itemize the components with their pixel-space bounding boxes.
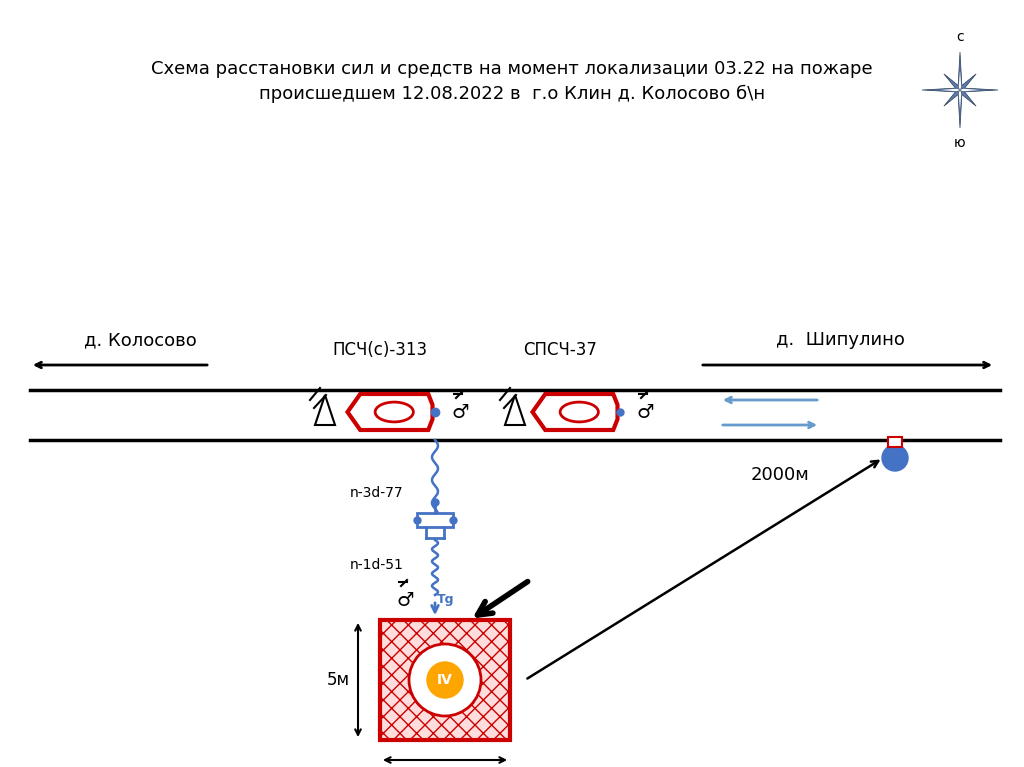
Polygon shape xyxy=(532,394,617,430)
Polygon shape xyxy=(961,88,998,92)
Bar xyxy=(417,513,453,527)
Polygon shape xyxy=(961,74,976,90)
Polygon shape xyxy=(941,89,961,91)
Polygon shape xyxy=(347,394,432,430)
Bar xyxy=(888,437,902,447)
Text: ю: ю xyxy=(954,136,966,150)
Text: Схема расстановки сил и средств на момент локализации 03.22 на пожаре
происшедше: Схема расстановки сил и средств на момен… xyxy=(152,60,872,104)
Polygon shape xyxy=(961,90,976,106)
Polygon shape xyxy=(944,90,961,106)
Polygon shape xyxy=(958,52,962,90)
Polygon shape xyxy=(958,71,962,90)
Text: д.  Шипулино: д. Шипулино xyxy=(775,331,904,349)
Circle shape xyxy=(882,445,908,471)
Polygon shape xyxy=(958,90,962,128)
Text: д. Колосово: д. Колосово xyxy=(84,331,197,349)
Polygon shape xyxy=(961,89,979,91)
Text: с: с xyxy=(956,30,964,44)
Text: n-3d-77: n-3d-77 xyxy=(350,486,403,500)
Circle shape xyxy=(409,644,481,716)
Polygon shape xyxy=(505,395,525,425)
Text: 2000м: 2000м xyxy=(751,466,809,484)
Text: ПСЧ(с)-313: ПСЧ(с)-313 xyxy=(333,341,428,359)
Circle shape xyxy=(427,662,463,698)
Polygon shape xyxy=(315,395,335,425)
Ellipse shape xyxy=(560,402,598,422)
Text: n-1d-51: n-1d-51 xyxy=(350,558,403,572)
Text: Tg: Tg xyxy=(437,594,455,607)
Bar xyxy=(380,620,510,740)
Text: ♂: ♂ xyxy=(396,591,414,610)
Text: 5м: 5м xyxy=(327,671,349,689)
Text: ♂: ♂ xyxy=(452,403,469,422)
Polygon shape xyxy=(944,74,961,90)
Text: ♂: ♂ xyxy=(636,403,653,422)
Text: СПСЧ-37: СПСЧ-37 xyxy=(523,341,597,359)
Polygon shape xyxy=(958,90,962,109)
Ellipse shape xyxy=(375,402,414,422)
Text: IV: IV xyxy=(437,673,453,687)
Polygon shape xyxy=(922,88,961,92)
